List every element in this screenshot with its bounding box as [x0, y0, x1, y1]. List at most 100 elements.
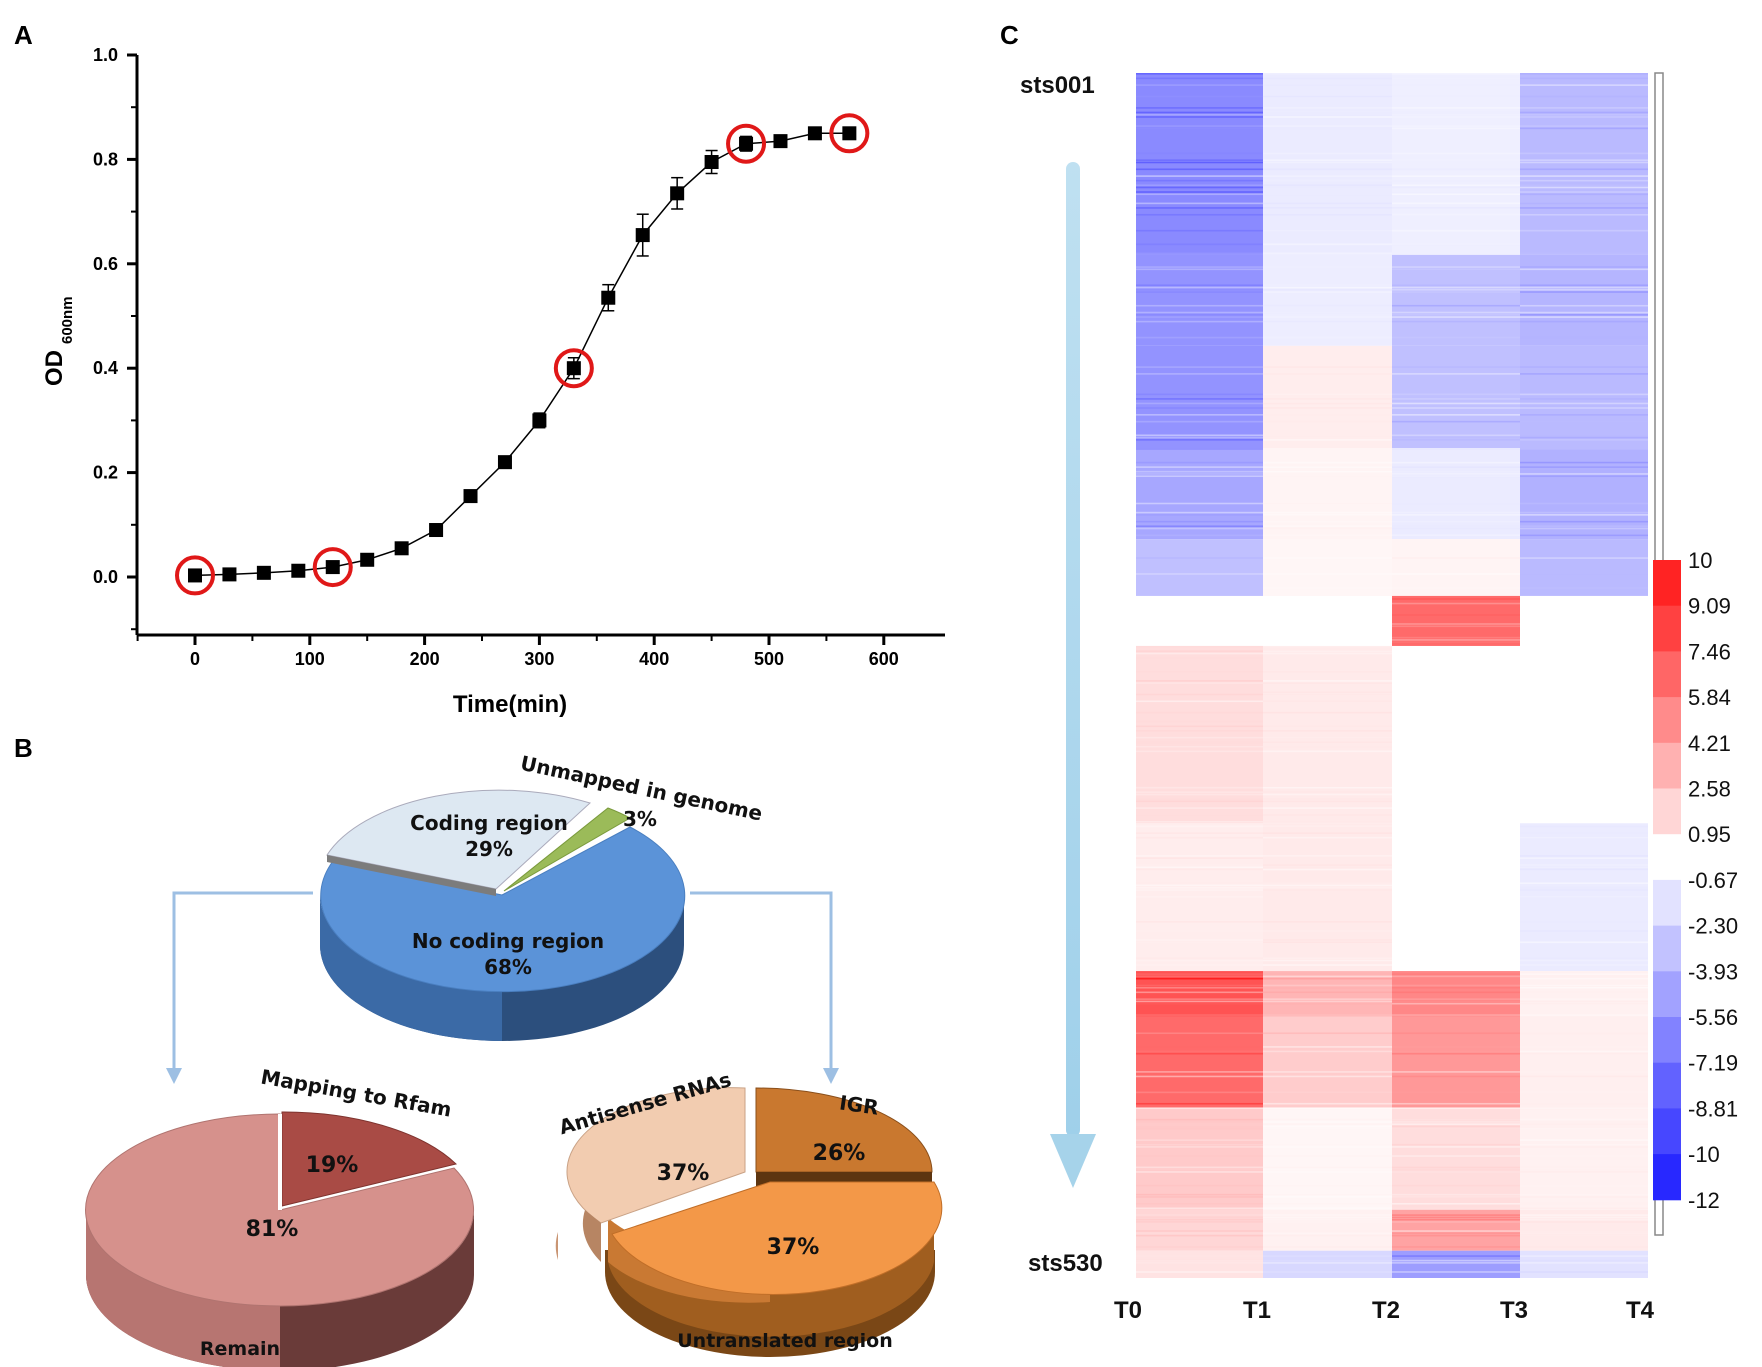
colorbar-segment	[1653, 742, 1681, 789]
heatmap-row-stripe	[1520, 896, 1648, 898]
heatmap-row-stripe	[1263, 807, 1392, 809]
heatmap-row-stripe	[1263, 725, 1392, 728]
heatmap-row-stripe	[1136, 1014, 1263, 1016]
heatmap-row-stripe	[1520, 1232, 1648, 1235]
data-point	[773, 134, 788, 149]
heatmap-row-stripe	[1263, 473, 1392, 475]
heatmap-row-stripe	[1136, 1202, 1263, 1205]
heatmap-row-stripe	[1520, 957, 1648, 960]
heatmap-row-stripe	[1263, 1125, 1392, 1128]
heatmap-row-stripe	[1392, 625, 1520, 628]
heatmap-row-stripe	[1263, 691, 1392, 694]
heatmap-block	[1520, 1250, 1648, 1278]
heatmap-row-stripe	[1263, 868, 1392, 871]
heatmap-row-stripe	[1520, 291, 1648, 293]
heatmap-row-stripe	[1392, 268, 1520, 271]
heatmap-row-stripe	[1136, 1107, 1263, 1110]
heatmap-row-stripe	[1263, 1139, 1392, 1141]
heatmap-row-stripe	[1392, 1032, 1520, 1035]
heatmap-row-stripe	[1520, 866, 1648, 869]
heatmap-row-stripe	[1392, 557, 1520, 559]
heatmap-row-stripe	[1263, 730, 1392, 732]
heatmap-row-stripe	[1520, 202, 1648, 205]
heatmap-row-stripe	[1263, 1196, 1392, 1198]
heatmap-row-stripe	[1520, 1000, 1648, 1003]
heatmap-row-stripe	[1263, 186, 1392, 189]
heatmap-block	[1520, 539, 1648, 596]
heatmap-row-stripe	[1263, 470, 1392, 473]
heatmap-row-stripe	[1136, 127, 1263, 130]
heatmap-block	[1520, 1016, 1648, 1108]
heatmap-row-stripe	[1520, 1046, 1648, 1048]
heatmap-row-stripe	[1392, 284, 1520, 287]
heatmap-row-stripe	[1263, 402, 1392, 405]
heatmap-row-stripe	[1520, 1052, 1648, 1055]
heatmap-row-stripe	[1520, 1102, 1648, 1105]
sampling-point-circle	[175, 555, 215, 596]
heatmap-row-stripe	[1136, 316, 1263, 318]
heatmap-row-stripe	[1520, 1259, 1648, 1262]
heatmap-row-stripe	[1263, 366, 1392, 368]
heatmap-row-stripe	[1136, 1146, 1263, 1148]
heatmap-row-stripe	[1520, 1166, 1648, 1169]
heatmap-row-stripe	[1392, 191, 1520, 193]
heatmap-row-stripe	[1520, 475, 1648, 478]
heatmap-row-stripe	[1520, 1146, 1648, 1148]
heatmap-row-stripe	[1136, 1230, 1263, 1232]
heatmap-row-stripe	[1136, 855, 1263, 857]
sampling-point-circle	[829, 113, 870, 154]
heatmap-row-stripe	[1263, 652, 1392, 655]
heatmap-row-stripe	[1263, 836, 1392, 839]
heatmap-row-stripe	[1520, 311, 1648, 314]
heatmap-row-stripe	[1136, 439, 1263, 441]
heatmap-row-stripe	[1520, 393, 1648, 396]
data-point	[222, 567, 237, 582]
data-point	[325, 560, 340, 575]
heatmap-row-stripe	[1136, 1046, 1263, 1048]
rfam-pct: 19%	[306, 1153, 359, 1178]
heatmap-row-stripe	[1136, 168, 1263, 171]
heatmap-row-stripe	[1263, 1107, 1392, 1110]
heatmap-row-stripe	[1136, 836, 1263, 839]
heatmap-row-stripe	[1520, 930, 1648, 932]
heatmap-row-stripe	[1263, 1118, 1392, 1121]
heatmap-row-stripe	[1520, 184, 1648, 186]
heatmap-row-stripe	[1392, 973, 1520, 975]
heatmap-row-stripe	[1392, 1002, 1520, 1005]
heatmap-row-stripe	[1136, 1139, 1263, 1141]
heatmap-row-stripe	[1392, 320, 1520, 323]
heatmap-row-stripe	[1136, 1127, 1263, 1130]
heatmap-row-stripe	[1520, 1221, 1648, 1223]
heatmap-row-stripe	[1136, 1218, 1263, 1221]
colorbar-tick-label: 0.95	[1688, 822, 1731, 847]
heatmap-row-stripe	[1263, 311, 1392, 314]
heatmap-row-stripe	[1520, 889, 1648, 891]
heatmap-row-stripe	[1136, 750, 1263, 753]
heatmap-row-stripe	[1520, 284, 1648, 287]
heatmap-row-stripe	[1136, 798, 1263, 800]
heatmap-row-stripe	[1136, 414, 1263, 416]
heatmap-row-stripe	[1263, 1032, 1392, 1035]
heatmap-row-stripe	[1136, 886, 1263, 889]
heatmap-row-stripe	[1520, 864, 1648, 866]
heatmap-row-stripe	[1136, 882, 1263, 884]
heatmap-row-stripe	[1520, 1032, 1648, 1035]
colorbar-tick-label: -10	[1688, 1142, 1720, 1167]
heatmap-row-stripe	[1136, 939, 1263, 941]
heatmap-row-stripe	[1136, 957, 1263, 960]
heatmap-row-stripe	[1392, 598, 1520, 600]
heatmap-row-stripe	[1392, 1143, 1520, 1146]
heatmap-row-stripe	[1263, 650, 1392, 653]
heatmap-row-stripe	[1392, 414, 1520, 416]
heatmap-row-stripe	[1263, 1218, 1392, 1221]
heatmap-row-stripe	[1392, 398, 1520, 400]
heatmap-row-stripe	[1392, 1184, 1520, 1187]
heatmap-row-stripe	[1263, 527, 1392, 530]
heatmap-row-stripe	[1392, 304, 1520, 307]
heatmap-row-stripe	[1263, 930, 1392, 932]
heatmap-row-stripe	[1520, 1071, 1648, 1073]
heatmap-row-stripe	[1263, 434, 1392, 437]
heatmap-row-stripe	[1520, 1234, 1648, 1237]
left-arrowhead-icon	[166, 1068, 182, 1084]
heatmap-row-stripe	[1136, 1032, 1263, 1035]
